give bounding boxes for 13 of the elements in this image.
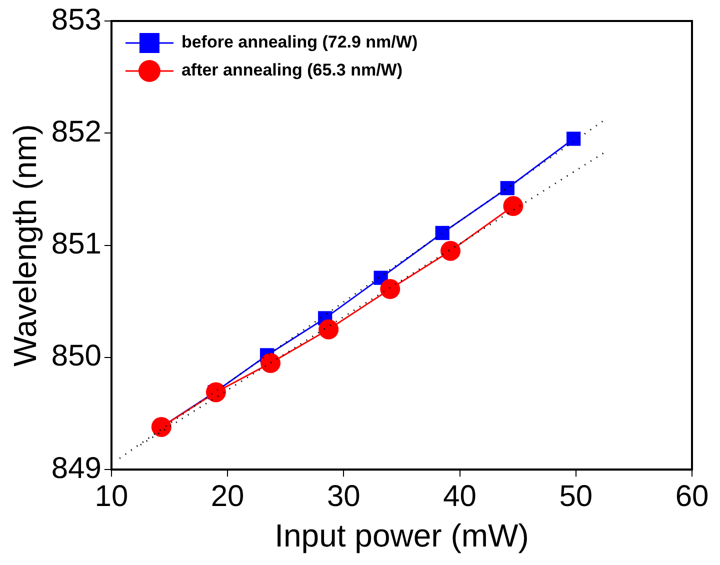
- y-tick-label: 852: [51, 115, 102, 148]
- y-tick-label: 851: [51, 228, 102, 261]
- x-tick-label: 60: [675, 480, 709, 513]
- y-tick-label: 853: [51, 3, 102, 36]
- legend-label: after annealing (65.3 nm/W): [181, 60, 402, 80]
- x-tick-label: 50: [559, 480, 593, 513]
- x-tick-label: 30: [326, 480, 360, 513]
- x-tick-label: 20: [210, 480, 244, 513]
- y-axis-title: Wavelength (nm): [7, 124, 44, 367]
- x-tick-label: 40: [443, 480, 476, 513]
- y-tick-label: 850: [51, 340, 102, 373]
- legend-label: before annealing (72.9 nm/W): [181, 32, 418, 52]
- x-axis-title: Input power (mW): [274, 518, 529, 554]
